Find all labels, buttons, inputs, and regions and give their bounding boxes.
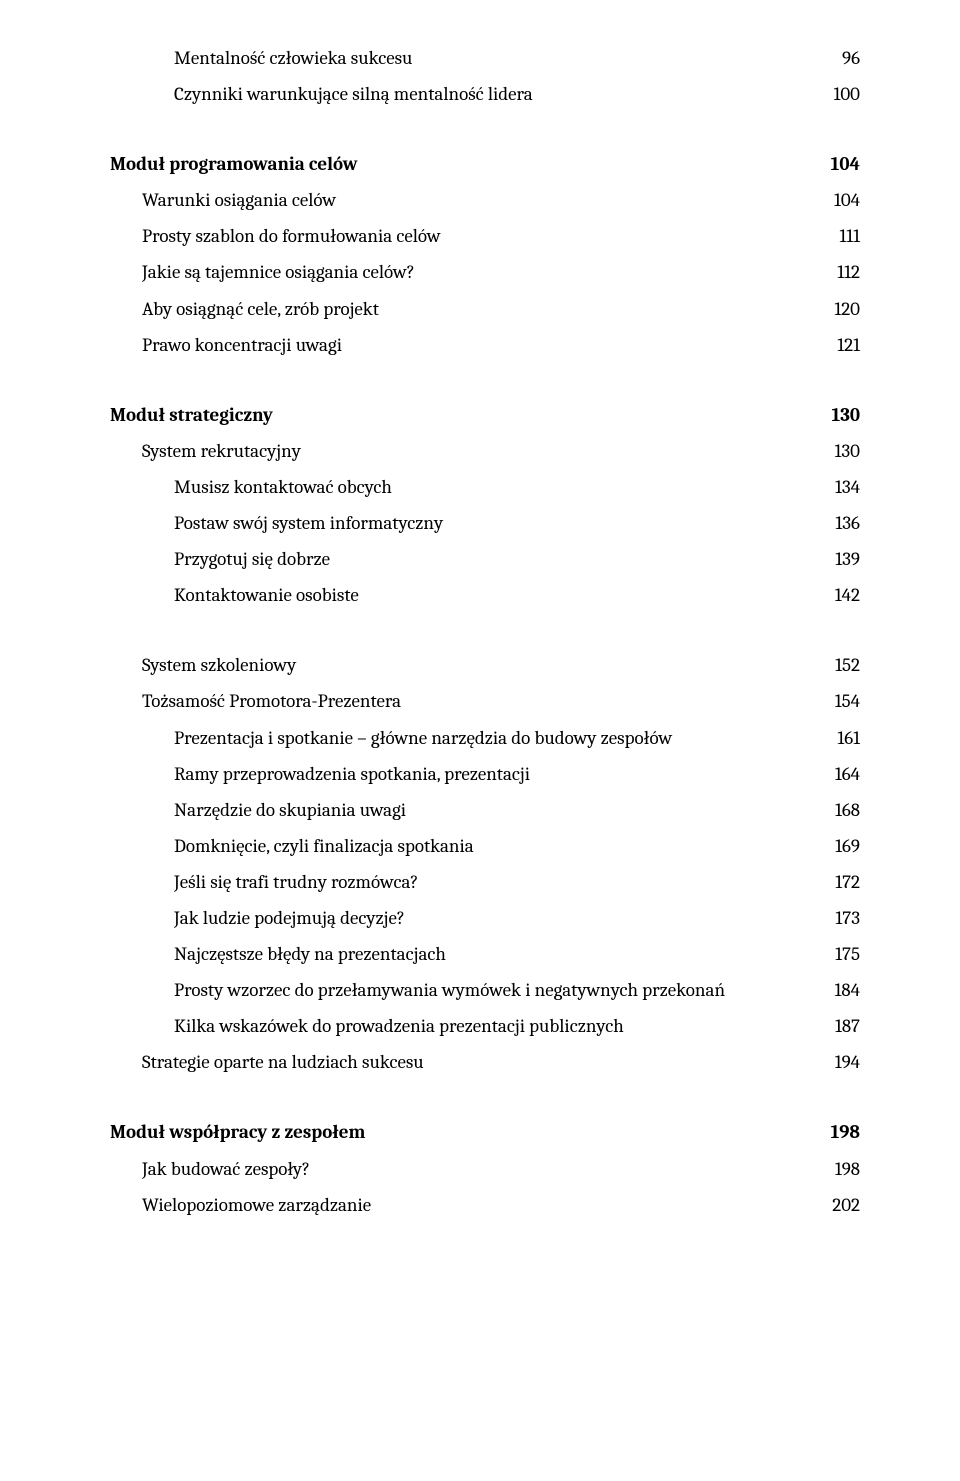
toc-entry-page: 130 [832,397,860,433]
toc-entry-label: Prosty szablon do formułowania celów [142,218,819,254]
toc-entry: Strategie oparte na ludziach sukcesu 194 [110,1044,860,1080]
toc-entry: Przygotuj się dobrze 139 [110,541,860,577]
toc-entry-page: 194 [835,1044,860,1080]
toc-entry-label: Najczęstsze błędy na prezentacjach [174,936,815,972]
toc-entry-label: Jakie są tajemnice osiągania celów? [142,254,817,290]
toc-entry-page: 136 [835,505,860,541]
toc-entry-label: Wielopoziomowe zarządzanie [142,1187,812,1223]
toc-entry: Jak ludzie podejmują decyzje? 173 [110,900,860,936]
toc-entry-label: Tożsamość Promotora-Prezentera [142,683,815,719]
toc-entry: Moduł programowania celów 104 [110,146,860,182]
toc-entry: Warunki osiągania celów 104 [110,182,860,218]
toc-entry-page: 104 [834,182,860,218]
toc-entry: Czynniki warunkujące silną mentalność li… [110,76,860,112]
toc-entry: Jak budować zespoły? 198 [110,1151,860,1187]
toc-entry: Postaw swój system informatyczny 136 [110,505,860,541]
toc-entry-page: 96 [842,40,860,76]
toc-entry-page: 152 [835,647,860,683]
toc-entry-page: 134 [835,469,860,505]
toc-entry: Mentalność człowieka sukcesu 96 [110,40,860,76]
toc-entry: Jakie są tajemnice osiągania celów? 112 [110,254,860,290]
toc-entry-page: 184 [835,972,860,1008]
toc-entry-label: Jak budować zespoły? [142,1151,815,1187]
toc-entry: System rekrutacyjny 130 [110,433,860,469]
toc-entry-label: Domknięcie, czyli finalizacja spotkania [174,828,815,864]
toc-entry: Prezentacja i spotkanie – główne narzędz… [110,720,860,756]
toc-entry-page: 112 [837,254,860,290]
toc-entry-label: Czynniki warunkujące silną mentalność li… [174,76,813,112]
toc-entry: Najczęstsze błędy na prezentacjach 175 [110,936,860,972]
toc-entry-label: Mentalność człowieka sukcesu [174,40,822,76]
toc-entry: Ramy przeprowadzenia spotkania, prezenta… [110,756,860,792]
toc-entry-label: Warunki osiągania celów [142,182,814,218]
toc-entry: Wielopoziomowe zarządzanie 202 [110,1187,860,1223]
toc-entry-page: 100 [833,76,860,112]
toc-entry-label: System rekrutacyjny [142,433,815,469]
toc-entry-page: 172 [835,864,860,900]
toc-entry-label: Jak ludzie podejmują decyzje? [174,900,815,936]
toc-entry-label: Prezentacja i spotkanie – główne narzędz… [174,720,817,756]
toc-entry-page: 198 [835,1151,860,1187]
toc-entry: Prawo koncentracji uwagi 121 [110,327,860,363]
toc-entry-page: 121 [837,327,860,363]
toc-entry: Kilka wskazówek do prowadzenia prezentac… [110,1008,860,1044]
toc-entry-label: Kilka wskazówek do prowadzenia prezentac… [174,1008,815,1044]
toc-entry: Domknięcie, czyli finalizacja spotkania 1… [110,828,860,864]
toc-entry-page: 142 [835,577,860,613]
toc-entry-page: 169 [835,828,860,864]
toc-entry-page: 187 [835,1008,860,1044]
toc-entry-label: Moduł strategiczny [110,397,812,433]
toc-entry: Narzędzie do skupiania uwagi 168 [110,792,860,828]
toc-entry-label: Strategie oparte na ludziach sukcesu [142,1044,815,1080]
toc-entry-page: 120 [834,291,860,327]
toc-entry-label: System szkoleniowy [142,647,815,683]
toc-entry: Prosty wzorzec do przełamywania wymówek … [110,972,860,1008]
toc-entry-page: 161 [837,720,860,756]
toc-entry-label: Kontaktowanie osobiste [174,577,815,613]
toc-entry-label: Moduł współpracy z zespołem [110,1114,811,1150]
toc-entry-page: 164 [835,756,860,792]
toc-entry-label: Prawo koncentracji uwagi [142,327,817,363]
toc-entry-label: Narzędzie do skupiania uwagi [174,792,815,828]
toc-entry-label: Prosty wzorzec do przełamywania wymówek … [174,972,815,1008]
table-of-contents: Mentalność człowieka sukcesu 96 Czynniki w… [110,40,860,1223]
toc-entry-page: 198 [831,1114,860,1150]
toc-entry: Prosty szablon do formułowania celów 111 [110,218,860,254]
toc-entry-label: Ramy przeprowadzenia spotkania, prezenta… [174,756,815,792]
toc-entry-label: Jeśli się trafi trudny rozmówca? [174,864,815,900]
toc-entry-label: Przygotuj się dobrze [174,541,815,577]
toc-entry: Kontaktowanie osobiste 142 [110,577,860,613]
toc-entry: Musisz kontaktować obcych 134 [110,469,860,505]
toc-entry-page: 130 [835,433,860,469]
toc-entry-label: Musisz kontaktować obcych [174,469,815,505]
toc-entry-page: 154 [835,683,860,719]
toc-entry-page: 175 [835,936,860,972]
toc-entry: Moduł współpracy z zespołem 198 [110,1114,860,1150]
toc-entry-label: Moduł programowania celów [110,146,811,182]
toc-entry-label: Aby osiągnąć cele, zrób projekt [142,291,814,327]
toc-entry: Jeśli się trafi trudny rozmówca? 172 [110,864,860,900]
toc-entry: Moduł strategiczny 130 [110,397,860,433]
toc-entry-page: 168 [835,792,860,828]
toc-entry-label: Postaw swój system informatyczny [174,505,815,541]
toc-entry-page: 111 [839,218,860,254]
toc-entry-page: 139 [835,541,860,577]
toc-entry: Aby osiągnąć cele, zrób projekt 120 [110,291,860,327]
toc-entry: Tożsamość Promotora-Prezentera 154 [110,683,860,719]
toc-entry-page: 104 [831,146,860,182]
toc-entry-page: 202 [832,1187,860,1223]
toc-entry: System szkoleniowy 152 [110,647,860,683]
toc-entry-page: 173 [835,900,860,936]
